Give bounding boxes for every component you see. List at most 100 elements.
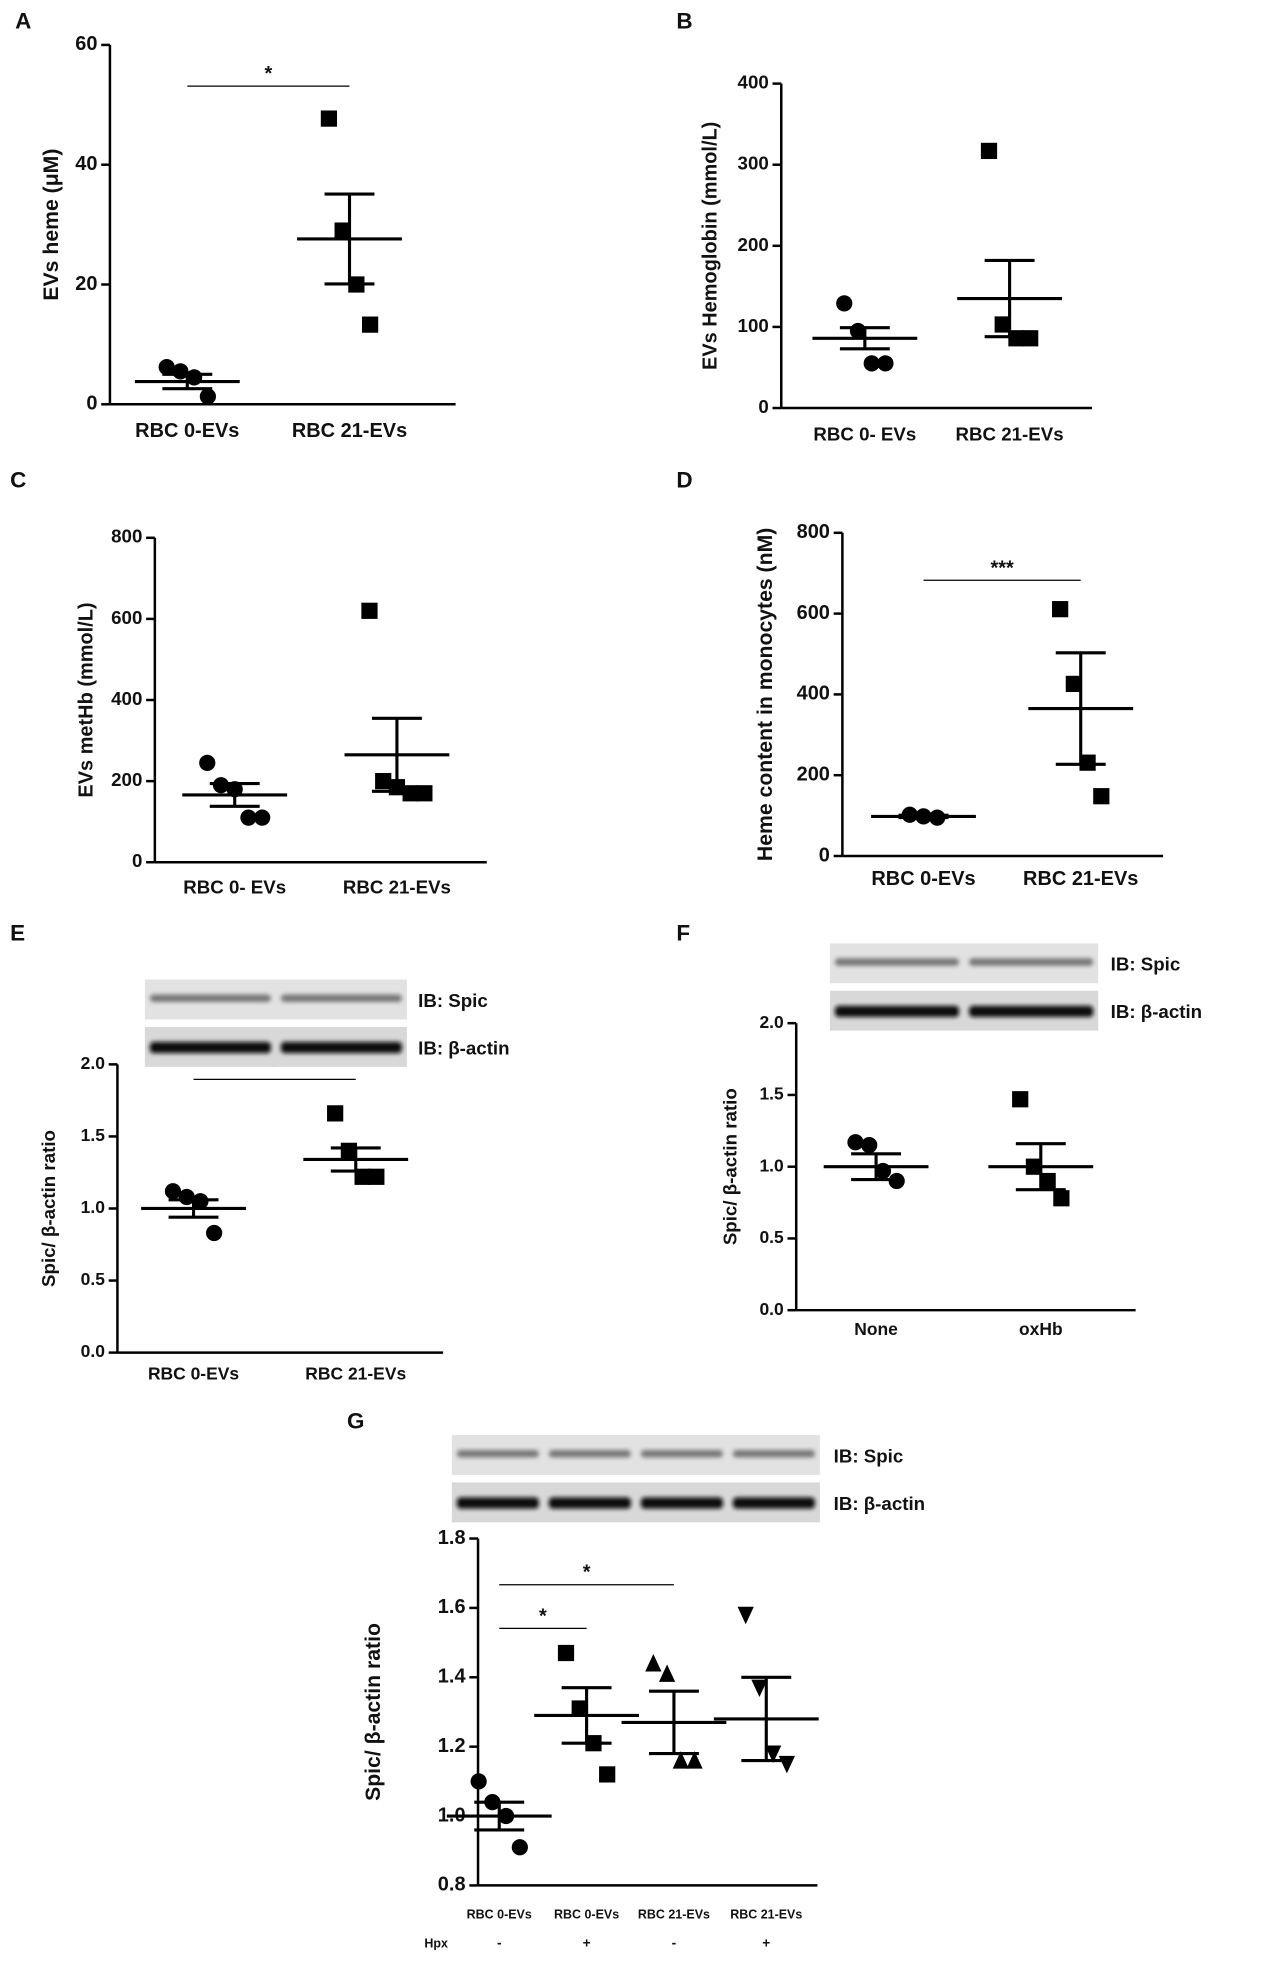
data-point bbox=[863, 355, 880, 372]
blot-band bbox=[969, 1005, 1094, 1017]
y-tick-label: 0 bbox=[758, 396, 768, 417]
y-tick-label: 800 bbox=[797, 521, 830, 543]
y-tick-label: 200 bbox=[738, 234, 769, 255]
y-axis-label: EVs Hemoglobin (mmol/L) bbox=[700, 122, 722, 370]
data-point bbox=[1012, 1091, 1029, 1108]
panel-letter: G bbox=[347, 1408, 364, 1433]
blot-band bbox=[280, 1041, 402, 1054]
data-point bbox=[778, 1755, 795, 1774]
data-point bbox=[206, 1224, 223, 1242]
panel-letter: B bbox=[676, 8, 692, 33]
y-tick-label: 1.5 bbox=[759, 1084, 784, 1104]
data-point bbox=[571, 1700, 588, 1717]
blot-band bbox=[969, 958, 1094, 966]
y-tick-label: 200 bbox=[111, 769, 142, 790]
data-point bbox=[1065, 675, 1082, 693]
data-point bbox=[1052, 601, 1069, 618]
y-axis-label: EVs metHb (mmol/L) bbox=[76, 602, 98, 797]
blot-label: IB: β-actin bbox=[834, 1493, 925, 1514]
y-tick-label: 0.5 bbox=[81, 1269, 106, 1289]
x-tick-label: oxHb bbox=[1019, 1319, 1063, 1339]
data-point bbox=[737, 1606, 754, 1625]
x-tick-label: None bbox=[854, 1319, 898, 1339]
data-point bbox=[368, 1168, 385, 1185]
data-point bbox=[199, 388, 216, 405]
data-point bbox=[1093, 788, 1110, 805]
data-point bbox=[751, 1679, 768, 1698]
blot-band bbox=[456, 1497, 539, 1509]
row-label: Hpx bbox=[424, 1936, 448, 1950]
significance-label: * bbox=[583, 1562, 591, 1584]
blot-band bbox=[732, 1497, 815, 1509]
data-point bbox=[402, 785, 419, 802]
x-tick-label: RBC 21-EVs bbox=[638, 1908, 710, 1922]
x-tick-label: RBC 21-EVs bbox=[730, 1908, 802, 1922]
data-point bbox=[672, 1751, 689, 1769]
x-tick-label: RBC 21-EVs bbox=[956, 423, 1064, 444]
y-tick-label: 1.5 bbox=[81, 1125, 106, 1145]
data-point bbox=[599, 1766, 616, 1783]
data-point bbox=[994, 316, 1011, 333]
data-point bbox=[1079, 754, 1096, 771]
row-value: - bbox=[672, 1936, 677, 1951]
row-value: + bbox=[762, 1936, 770, 1951]
y-tick-label: 2.0 bbox=[81, 1053, 105, 1073]
data-point bbox=[354, 1168, 371, 1185]
y-tick-label: 600 bbox=[111, 607, 142, 628]
blot-label: IB: Spic bbox=[834, 1445, 904, 1466]
y-tick-label: 0 bbox=[819, 844, 830, 866]
data-point bbox=[254, 809, 271, 826]
y-axis-label: Spic/ β-actin ratio bbox=[362, 1623, 385, 1801]
y-tick-label: 100 bbox=[738, 315, 769, 336]
data-point bbox=[327, 1105, 344, 1122]
y-axis-label: EVs heme (μM) bbox=[40, 149, 63, 301]
data-point bbox=[836, 295, 853, 312]
data-point bbox=[861, 1137, 878, 1154]
y-tick-label: 1.0 bbox=[81, 1197, 105, 1217]
x-tick-label: RBC 0- EVs bbox=[183, 876, 286, 897]
data-point bbox=[645, 1654, 662, 1672]
panel-letter: D bbox=[676, 468, 692, 493]
data-point bbox=[980, 142, 998, 160]
data-point bbox=[334, 222, 351, 239]
significance-label: * bbox=[265, 63, 273, 85]
y-tick-label: 2.0 bbox=[759, 1012, 783, 1032]
x-tick-label: RBC 0-EVs bbox=[135, 420, 239, 442]
panel-letter: F bbox=[676, 921, 690, 946]
y-tick-label: 800 bbox=[111, 526, 142, 547]
data-point bbox=[658, 1664, 676, 1682]
x-tick-label: RBC 0-EVs bbox=[148, 1364, 239, 1384]
y-tick-label: 1.8 bbox=[438, 1527, 466, 1549]
row-value: + bbox=[583, 1936, 591, 1951]
data-point bbox=[158, 359, 175, 376]
x-tick-label: RBC 0-EVs bbox=[554, 1908, 619, 1922]
data-point bbox=[765, 1745, 782, 1763]
y-tick-label: 400 bbox=[738, 72, 769, 93]
blot-band bbox=[149, 994, 271, 1002]
y-tick-label: 0.5 bbox=[759, 1227, 784, 1247]
y-tick-label: 20 bbox=[75, 273, 97, 295]
y-tick-label: 200 bbox=[797, 763, 830, 785]
data-point bbox=[470, 1773, 487, 1790]
blot-band bbox=[149, 1041, 271, 1054]
blot-band bbox=[834, 958, 960, 966]
x-tick-label: RBC 21-EVs bbox=[305, 1364, 406, 1384]
y-tick-label: 400 bbox=[111, 688, 142, 709]
data-point bbox=[320, 110, 338, 127]
y-tick-label: 0.8 bbox=[438, 1874, 466, 1896]
blot-band bbox=[456, 1449, 539, 1458]
x-tick-label: RBC 21-EVs bbox=[1023, 868, 1138, 890]
data-point bbox=[511, 1839, 528, 1856]
panel-letter: C bbox=[10, 468, 26, 493]
y-tick-label: 1.4 bbox=[438, 1666, 466, 1688]
data-point bbox=[557, 1644, 575, 1662]
y-tick-label: 0 bbox=[132, 850, 142, 871]
data-point bbox=[240, 809, 257, 826]
significance-label: * bbox=[271, 1056, 279, 1078]
data-point bbox=[212, 777, 230, 794]
data-point bbox=[361, 316, 379, 333]
blot-band bbox=[640, 1449, 723, 1458]
y-tick-label: 0 bbox=[86, 393, 97, 415]
x-tick-label: RBC 21-EVs bbox=[343, 876, 451, 897]
